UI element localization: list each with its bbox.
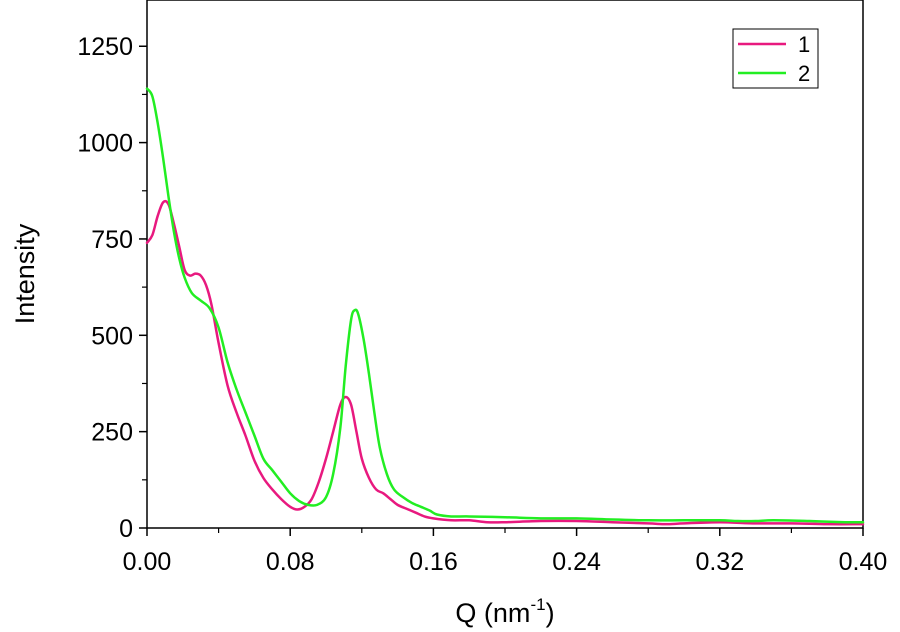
y-tick-label: 1000 [77, 130, 133, 158]
x-axis-label: Q (nm-1) [455, 595, 554, 628]
x-tick-label: 0.24 [552, 548, 601, 576]
legend-label-series-2: 2 [798, 61, 810, 86]
y-tick-label: 250 [91, 419, 133, 447]
y-axis-label: Intensity [10, 223, 40, 324]
legend: 1 2 [732, 28, 819, 89]
y-tick-label: 1250 [77, 33, 133, 61]
legend-label-series-1: 1 [798, 32, 810, 57]
x-tick-label: 0.00 [123, 548, 172, 576]
x-axis-label-superscript: -1 [530, 595, 545, 614]
legend-box [732, 28, 819, 89]
y-tick-label: 750 [91, 226, 133, 254]
y-tick-label: 0 [119, 515, 133, 543]
series-layer [145, 87, 865, 526]
x-axis-ticks: 0.00 0.08 0.16 0.24 0.32 0.40 [123, 528, 888, 576]
y-tick-label: 500 [91, 322, 133, 350]
series-line-1 [145, 199, 865, 526]
x-tick-label: 0.08 [266, 548, 315, 576]
x-tick-label: 0.40 [839, 548, 888, 576]
x-tick-label: 0.16 [409, 548, 458, 576]
y-axis-ticks: 0 250 500 750 1000 1250 [77, 33, 147, 543]
series-line-2 [145, 87, 865, 524]
x-tick-label: 0.32 [695, 548, 744, 576]
